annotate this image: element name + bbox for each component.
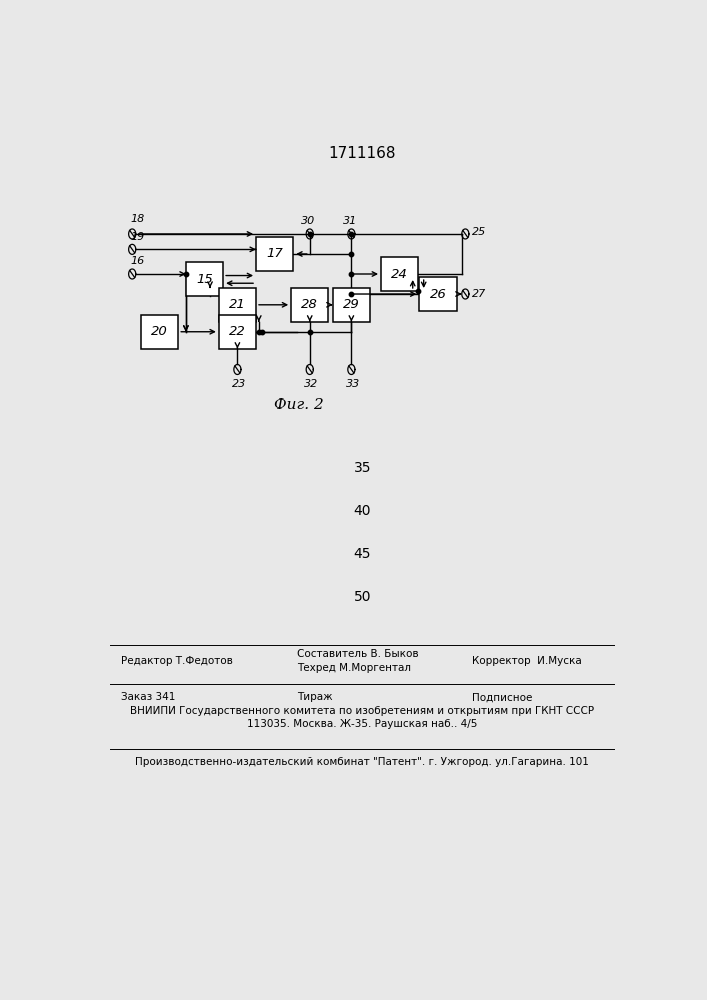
Text: Тираж: Тираж <box>297 692 332 702</box>
Text: 22: 22 <box>229 325 246 338</box>
Text: Фиг. 2: Фиг. 2 <box>274 398 325 412</box>
Text: Составитель В. Быков: Составитель В. Быков <box>297 649 419 659</box>
Text: 29: 29 <box>343 298 360 311</box>
FancyBboxPatch shape <box>291 288 328 322</box>
Text: 16: 16 <box>131 256 145 266</box>
Text: 45: 45 <box>354 547 371 561</box>
Text: 17: 17 <box>267 247 283 260</box>
Text: 50: 50 <box>354 590 371 604</box>
Text: Корректор  И.Муска: Корректор И.Муска <box>472 656 582 666</box>
FancyBboxPatch shape <box>218 315 256 349</box>
FancyBboxPatch shape <box>141 315 178 349</box>
Text: 40: 40 <box>354 504 371 518</box>
FancyBboxPatch shape <box>256 237 293 271</box>
Text: 15: 15 <box>196 273 213 286</box>
Text: Заказ 341: Заказ 341 <box>122 692 175 702</box>
Text: 21: 21 <box>229 298 246 311</box>
FancyBboxPatch shape <box>186 262 223 296</box>
Text: 19: 19 <box>131 232 145 242</box>
Text: 25: 25 <box>472 227 486 237</box>
FancyBboxPatch shape <box>419 277 457 311</box>
Text: 35: 35 <box>354 461 371 475</box>
Text: ВНИИПИ Государственного комитета по изобретениям и открытиям при ГКНТ СССР: ВНИИПИ Государственного комитета по изоб… <box>130 706 595 716</box>
Text: 31: 31 <box>343 216 357 226</box>
Text: 33: 33 <box>346 379 360 389</box>
Text: 30: 30 <box>301 216 315 226</box>
Text: 113035. Москва. Ж-35. Раушская наб.. 4/5: 113035. Москва. Ж-35. Раушская наб.. 4/5 <box>247 719 477 729</box>
FancyBboxPatch shape <box>333 288 370 322</box>
Text: 26: 26 <box>430 288 446 301</box>
Text: 32: 32 <box>304 379 319 389</box>
Text: 27: 27 <box>472 289 486 299</box>
Text: Подписное: Подписное <box>472 692 532 702</box>
Text: Редактор Т.Федотов: Редактор Т.Федотов <box>122 656 233 666</box>
Text: Производственно-издательский комбинат "Патент". г. Ужгород. ул.Гагарина. 101: Производственно-издательский комбинат "П… <box>136 757 589 767</box>
Text: 18: 18 <box>131 214 145 224</box>
FancyBboxPatch shape <box>381 257 419 291</box>
Text: 1711168: 1711168 <box>329 146 396 161</box>
Text: 23: 23 <box>232 379 246 389</box>
Text: 20: 20 <box>151 325 168 338</box>
FancyBboxPatch shape <box>218 288 256 322</box>
Text: 28: 28 <box>301 298 318 311</box>
Text: 24: 24 <box>391 267 408 280</box>
Text: Техред М.Моргентал: Техред М.Моргентал <box>297 663 411 673</box>
